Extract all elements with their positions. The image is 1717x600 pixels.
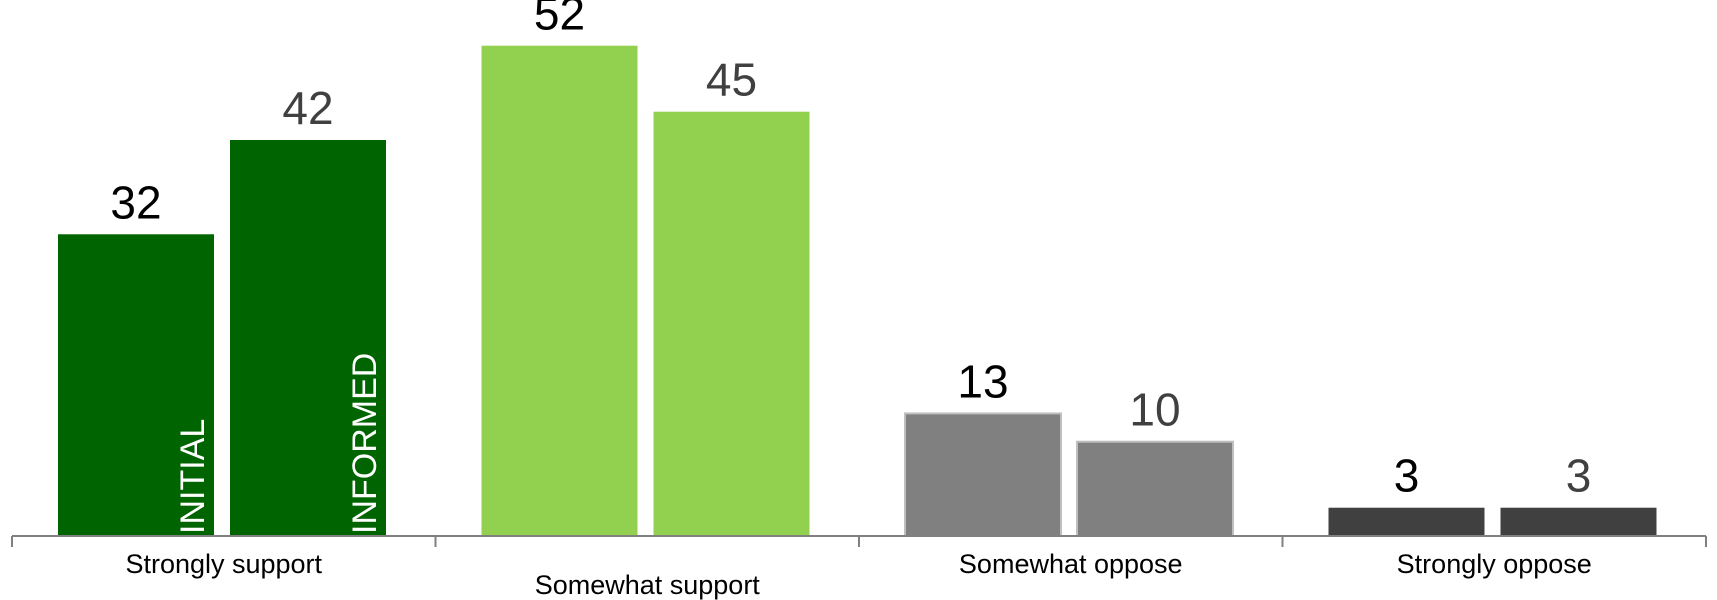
category-label-4: Strongly oppose: [1397, 549, 1592, 579]
bar-initial-1: [58, 234, 214, 537]
category-label-2: Somewhat support: [535, 570, 761, 600]
data-label-informed-1: 42: [282, 82, 333, 134]
series-label-informed: INFORMED: [346, 353, 384, 534]
bars-group: [58, 45, 1657, 538]
category-label-3: Somewhat oppose: [959, 549, 1183, 579]
bar-initial-2: [481, 45, 638, 536]
data-label-informed-3: 10: [1129, 384, 1180, 436]
data-label-initial-4: 3: [1394, 450, 1420, 502]
bar-informed-3: [1076, 440, 1234, 538]
bar-informed-4: [1500, 507, 1657, 536]
data-label-initial-1: 32: [110, 176, 161, 228]
data-label-initial-3: 13: [957, 355, 1008, 407]
data-label-informed-2: 45: [706, 54, 757, 106]
category-label-1: Strongly support: [125, 549, 322, 579]
bar-initial-4: [1328, 507, 1485, 536]
data-label-initial-2: 52: [534, 0, 585, 40]
labels-group: 32 INITIAL 42 INFORMED Strongly support 52 45 S…: [110, 0, 1591, 600]
bar-informed-2: [653, 111, 810, 536]
bar-informed-1: [230, 140, 386, 536]
series-label-initial: INITIAL: [174, 419, 212, 534]
x-axis: [11, 535, 1707, 547]
bar-initial-3: [904, 412, 1062, 537]
data-label-informed-4: 3: [1566, 450, 1592, 502]
